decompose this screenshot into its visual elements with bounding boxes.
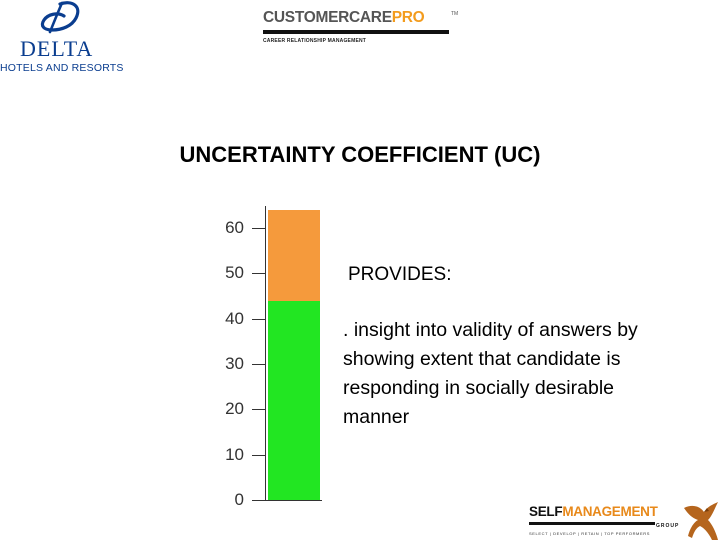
smg-logo-part2: MANAGEMENT xyxy=(562,504,658,519)
gauge-tick-line xyxy=(252,364,266,365)
ccp-logo-part2: PRO xyxy=(391,9,425,26)
gauge-tick-label: 0 xyxy=(234,490,244,509)
gauge-tick-label: 40 xyxy=(225,308,244,328)
provides-heading: PROVIDES: xyxy=(348,264,452,285)
gauge-tick-label: 60 xyxy=(225,218,244,237)
smg-tagline: SELECT | DEVELOP | RETAIN | TOP PERFORME… xyxy=(529,531,651,536)
description-text: . insight into validity of answers by sh… xyxy=(343,319,638,428)
gauge-tick-line xyxy=(252,318,266,320)
eagle-icon xyxy=(684,502,718,540)
gauge-zone-1 xyxy=(268,209,320,301)
delta-logo-wordmark: DELTA xyxy=(20,36,94,61)
ccp-logo-part1: CUSTOMERCARE xyxy=(263,9,392,26)
gauge-base-line xyxy=(265,500,322,501)
smg-logo-part1: SELF xyxy=(529,504,563,519)
ccp-underline-bar xyxy=(263,30,449,34)
ccp-trademark: TM xyxy=(451,11,459,17)
gauge-tick-line xyxy=(252,228,266,229)
smg-underline-bar xyxy=(529,522,655,525)
gauge-tick-label: 30 xyxy=(225,354,244,373)
uc-gauge: 60 50 40 30 20 10 0 xyxy=(210,200,330,510)
gauge-tick-line xyxy=(252,273,266,275)
gauge-tick-line xyxy=(252,500,266,501)
delta-logo-subtitle: HOTELS AND RESORTS xyxy=(0,62,124,74)
gauge-tick-label: 20 xyxy=(225,399,244,419)
gauge-zone-0 xyxy=(268,300,320,500)
slide-title: UNCERTAINTY COEFFICIENT (UC) xyxy=(179,142,541,167)
gauge-tick-line xyxy=(252,454,266,456)
customercarepro-logo: CUSTOMERCAREPRO xyxy=(263,9,425,27)
smg-group-label: GROUP xyxy=(656,523,680,529)
gauge-tick-label: 10 xyxy=(225,444,244,464)
gauge-axis-line xyxy=(265,206,266,500)
ccp-logo-subtitle: CAREER RELATIONSHIP MANAGEMENT xyxy=(263,38,367,44)
gauge-tick-line xyxy=(252,409,266,411)
gauge-tick-label: 50 xyxy=(225,263,244,283)
selfmanagement-logo: SELFMANAGEMENT xyxy=(529,504,658,519)
delta-d-mark-icon xyxy=(40,1,80,34)
